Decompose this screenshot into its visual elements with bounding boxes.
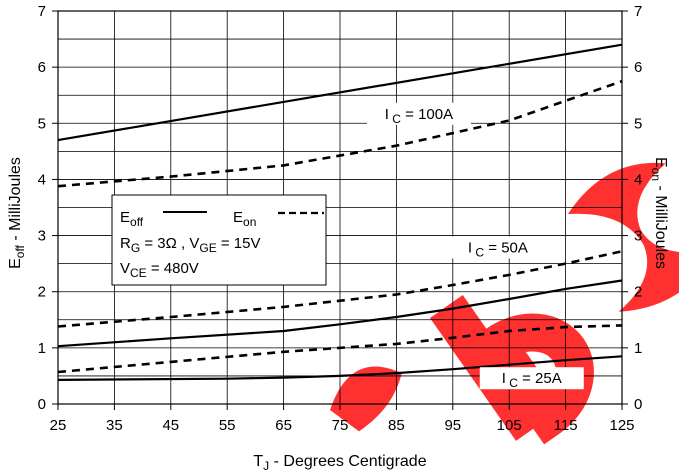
y-tick-label-left: 1 [38,340,46,357]
series-line-eoff_25 [57,355,623,381]
y-tick-label-right: 2 [634,284,642,301]
y-tick-label-right: 0 [634,396,642,413]
y-tick-label-left: 6 [38,59,46,76]
annotation-bg-ic_50 [445,236,550,259]
legend: Eoff Eon RG = 3Ω , VGE = 15V VCE = 480V [111,194,327,286]
series-line-eoff_50 [57,279,623,348]
y-axis-title-left: Eoff - MilliJoules [7,157,27,269]
legend-rg-vge: RG = 3Ω , VGE = 15V [120,235,261,255]
legend-eoff-label: Eoff [120,209,144,229]
x-tick-label: 95 [444,417,461,434]
x-tick-label: 105 [497,417,522,434]
y-tick-label-right: 4 [634,171,642,188]
y-tick-label-left: 5 [38,115,46,132]
annotation-ic_100: I C = 100A [385,106,453,126]
y-tick-label-right: 5 [634,115,642,132]
legend-box [111,194,327,286]
x-tick-label: 55 [219,417,236,434]
watermark [330,162,679,445]
y-tick-label-left: 2 [38,284,46,301]
series-line-eoff_100 [57,43,623,142]
series-line-eon_25 [57,324,623,374]
legend-eon-label: Eon [233,209,256,229]
y-tick-label-left: 4 [38,171,46,188]
x-axis-title: TJ - Degrees Centigrade [253,453,426,473]
x-tick-label: 85 [388,417,405,434]
x-tick-label: 125 [609,417,634,434]
x-tick-label: 115 [554,417,578,434]
y-tick-label-left: 0 [38,396,46,413]
y-tick-label-right: 6 [634,59,642,76]
y-axis-title-right: Eon - MilliJoules [649,157,669,269]
legend-vce: VCE = 480V [120,260,199,280]
series-line-eon_50 [57,250,623,328]
x-tick-label: 65 [275,417,292,434]
y-tick-label-right: 7 [634,3,642,20]
series-line-eon_100 [57,79,623,188]
y-tick-label-left: 3 [38,228,46,245]
x-tick-label: 35 [106,417,123,434]
y-tick-label-right: 1 [634,340,642,357]
y-tick-label-left: 7 [38,3,46,20]
annotations: I C = 100A I C = 50A I C = 25A [366,102,584,390]
x-tick-label: 25 [50,417,67,434]
x-tick-label: 75 [332,417,349,434]
annotation-ic_25: I C = 25A [502,370,562,390]
y-tick-label-right: 3 [634,228,642,245]
series [57,43,623,381]
annotation-bg-ic_25 [479,367,584,390]
ticks: 0 01 12 23 34 45 56 67 725 35 45 55 65 75 85 95 105 115 12… [38,3,643,434]
annotation-ic_50: I C = 50A [468,239,528,259]
annotation-bg-ic_100 [366,102,471,125]
x-tick-label: 45 [162,417,179,434]
